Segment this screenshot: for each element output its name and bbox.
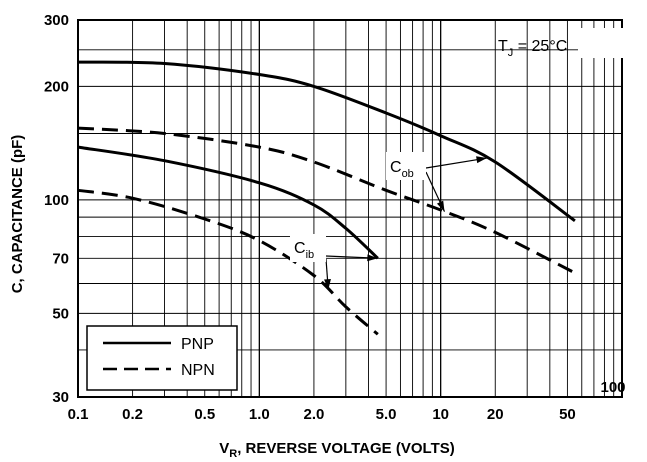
tick-labels: 0.1 0.2 0.5 1.0 2.0 5.0 10 20 50 100 30 50 70 100 200 3… <box>44 12 626 423</box>
series-npn-cib <box>77 188 379 336</box>
x-axis-title: VR, REVERSE VOLTAGE (VOLTS) <box>219 440 454 460</box>
y-tick-label: 100 <box>44 192 69 209</box>
x-axis-title-rest: , REVERSE VOLTAGE (VOLTS) <box>237 440 455 457</box>
legend: PNP NPN <box>86 325 238 391</box>
y-tick-label: 30 <box>52 389 69 406</box>
y-axis-title: C, CAPACITANCE (pF) <box>9 135 26 294</box>
series-npn-cob <box>77 126 576 275</box>
plot-frame <box>77 19 623 398</box>
legend-npn-label: NPN <box>181 362 215 379</box>
arrow-layer <box>324 156 488 290</box>
x-tick-label: 0.5 <box>194 406 215 423</box>
x-tick-label: 100 <box>600 379 625 396</box>
y-tick-label: 50 <box>52 305 69 322</box>
cib-label: Cib <box>294 240 314 261</box>
annotation-rest: = 25°C <box>513 38 567 55</box>
x-tick-label: 5.0 <box>376 406 397 423</box>
cib-label-sub: ib <box>306 249 315 261</box>
legend-box <box>86 325 238 391</box>
y-tick-label: 300 <box>44 12 69 29</box>
temperature-annotation: TJ = 25°C <box>498 38 567 59</box>
series-layer <box>77 60 576 336</box>
annotation-main: T <box>498 38 508 55</box>
x-axis-title-main: V <box>219 440 229 457</box>
annotation-sub: J <box>508 47 514 59</box>
y-tick-label: 200 <box>44 78 69 95</box>
cib-label-bg <box>290 234 326 262</box>
cob-arrow-npn-head <box>436 200 445 212</box>
series-pnp-cib <box>77 145 379 260</box>
x-tick-label: 50 <box>559 406 576 423</box>
series-pnp-cob <box>77 60 576 223</box>
cib-arrow-pnp-head <box>367 254 378 262</box>
cob-label-main: C <box>390 159 402 176</box>
cib-arrow-npn-head <box>324 278 331 290</box>
x-axis-title-sub: R <box>229 448 237 460</box>
cob-arrow-pnp-head <box>476 156 487 164</box>
x-tick-label: 1.0 <box>249 406 270 423</box>
x-tick-label: 0.2 <box>122 406 143 423</box>
cob-label-bg <box>386 152 426 180</box>
x-tick-label: 20 <box>487 406 504 423</box>
annotation-box <box>578 28 624 58</box>
x-tick-label: 10 <box>432 406 449 423</box>
cib-label-main: C <box>294 240 306 257</box>
cob-label: Cob <box>390 159 414 180</box>
y-tick-label: 70 <box>52 250 69 267</box>
x-tick-label: 2.0 <box>303 406 324 423</box>
cob-label-sub: ob <box>402 168 414 180</box>
x-tick-label: 0.1 <box>68 406 89 423</box>
legend-pnp-label: PNP <box>181 336 214 353</box>
